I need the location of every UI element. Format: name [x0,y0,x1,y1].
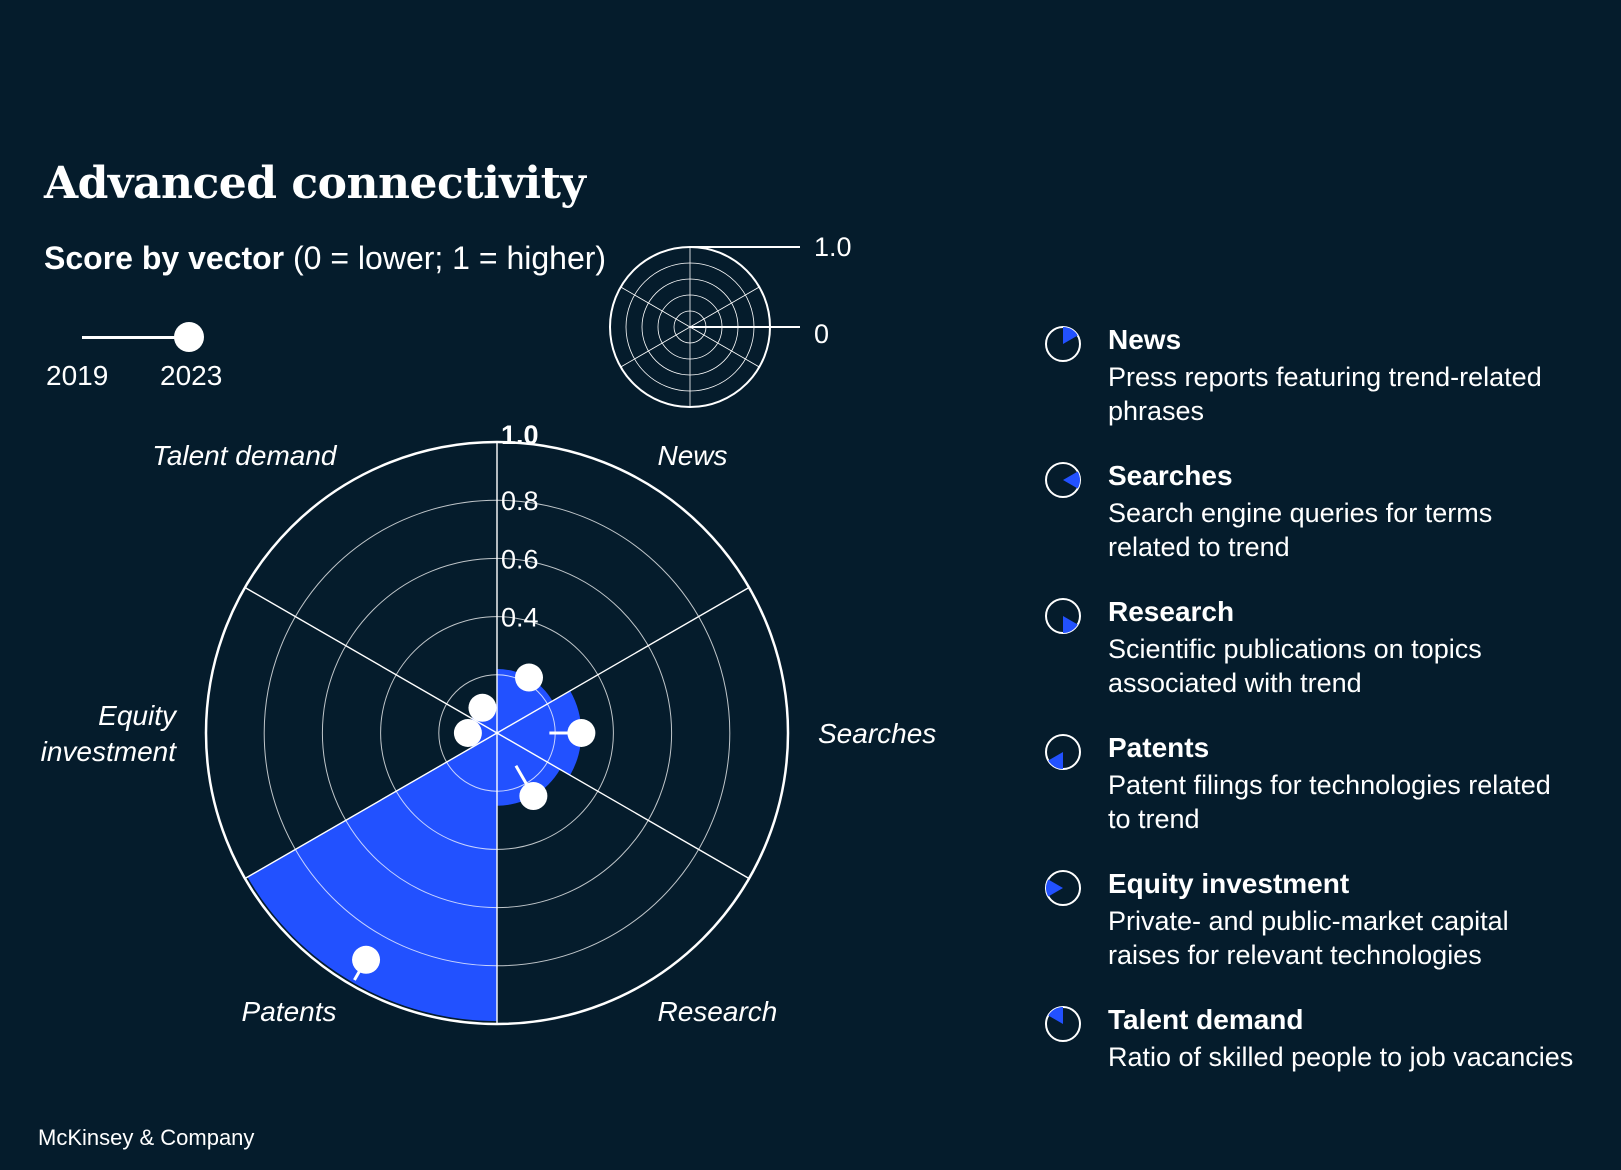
radial-ticks: 1.0 0.8 0.6 0.4 [501,420,539,633]
grid-spoke [496,586,750,734]
legend-item-research: Research Scientific publications on topi… [1044,590,1604,726]
legend-item-talent-demand: Talent demand Ratio of skilled people to… [1044,998,1604,1134]
legend-name: Talent demand [1108,1004,1304,1035]
category-label: Talent demand [152,440,338,471]
legend-name: Patents [1108,732,1210,763]
radial-tick-label: 0.8 [501,486,539,516]
grid-spoke [496,732,750,880]
category-label: Equity investment [41,700,178,767]
marker-dot [352,945,381,974]
legend-description: Search engine queries for terms related … [1108,498,1493,562]
vector-legend: News Press reports featuring trend-relat… [1044,318,1604,1134]
scale-key-spoke [689,286,760,328]
marker-dot [519,782,548,811]
news-sector-icon [1045,326,1081,362]
category-label: Research [658,996,778,1027]
legend-item-searches: Searches Search engine queries for terms… [1044,454,1604,590]
marker-dot [567,719,596,747]
legend-item-patents: Patents Patent filings for technologies … [1044,726,1604,862]
scale-key-spoke [620,286,691,328]
legend-item-equity-investment: Equity investment Private- and public-ma… [1044,862,1604,998]
category-labels: News Searches Research Patents Equity investm… [41,440,937,1027]
legend-name: News [1108,324,1182,355]
subtitle-light: (0 = lower; 1 = higher) [284,240,607,276]
research-sector-icon [1045,598,1081,634]
chart-title: Advanced connectivity [44,158,586,209]
category-label: Patents [242,996,337,1027]
legend-name: Equity investment [1108,868,1350,899]
radial-tick-label: 1.0 [501,420,539,450]
grid-spoke [244,732,498,880]
category-label: Searches [818,718,936,749]
legend-description: Ratio of skilled people to job vacancies [1108,1042,1574,1072]
talent-demand-sector-icon [1045,1006,1081,1042]
source-credit: McKinsey & Company [38,1125,255,1150]
scale-key-spoke [689,326,760,368]
year-legend-start: 2019 [46,360,109,391]
legend-item-news: News Press reports featuring trend-relat… [1044,318,1604,454]
bars [247,668,582,1022]
legend-description: Patent filings for technologies related … [1108,770,1551,834]
bar-searches [497,690,582,776]
markers [352,663,596,981]
legend-description: Scientific publications on topics associ… [1108,634,1482,698]
scale-key-spoke [620,326,691,368]
category-label: News [658,440,728,471]
scale-key-inner-label: 0 [814,319,829,349]
year-legend-line [82,336,187,339]
patents-sector-icon [1045,734,1081,770]
scale-key-outer-label: 1.0 [814,232,852,262]
radial-tick-label: 0.6 [501,544,539,574]
marker-dot [468,693,497,722]
searches-sector-icon [1045,462,1081,498]
grid-spoke [244,586,498,734]
legend-name: Searches [1108,460,1233,491]
year-legend-end: 2023 [160,360,223,391]
marker-dot [453,719,482,747]
year-legend: 2019 2023 [46,322,286,402]
legend-description: Private- and public-market capital raise… [1108,906,1509,970]
year-legend-dot [174,322,204,352]
radial-tick-label: 0.4 [501,603,539,633]
subtitle-bold: Score by vector [44,240,285,276]
legend-name: Research [1108,596,1235,627]
equity-investment-sector-icon [1045,870,1081,906]
scale-key: 1.0 0 [609,232,852,408]
bar-patents [247,733,497,1022]
grid [204,440,790,1026]
legend-description: Press reports featuring trend-related ph… [1108,362,1542,426]
chart-subtitle: Score by vector (0 = lower; 1 = higher) [44,240,606,277]
marker-dot [515,663,544,692]
scale-key-spokes [620,247,760,407]
